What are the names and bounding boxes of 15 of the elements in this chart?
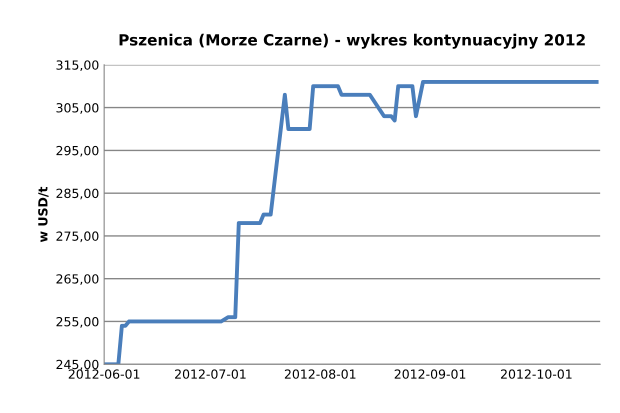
x-tick-label: 2012-09-01	[394, 369, 466, 379]
y-tick-label: 255,00	[56, 316, 98, 328]
x-tick-label: 2012-08-01	[284, 369, 356, 379]
x-tick-label: 2012-10-01	[500, 369, 572, 379]
y-tick-label: 275,00	[56, 231, 98, 242]
y-tick-label: 285,00	[56, 188, 98, 200]
y-tick-label: 315,00	[56, 60, 98, 72]
chart-title: Pszenica (Morze Czarne) - wykres kontynuacyjny 2012	[120, 34, 585, 49]
x-tick-label: 2012-06-01	[68, 369, 140, 379]
y-tick-label: 295,00	[56, 146, 98, 157]
y-tick-label: 265,00	[56, 274, 98, 285]
y-tick-label: 245,00	[56, 360, 98, 370]
y-axis-title: w USD/t	[38, 186, 49, 242]
x-tick-label: 2012-07-01	[175, 369, 246, 379]
y-tick-label: 305,00	[56, 103, 98, 114]
